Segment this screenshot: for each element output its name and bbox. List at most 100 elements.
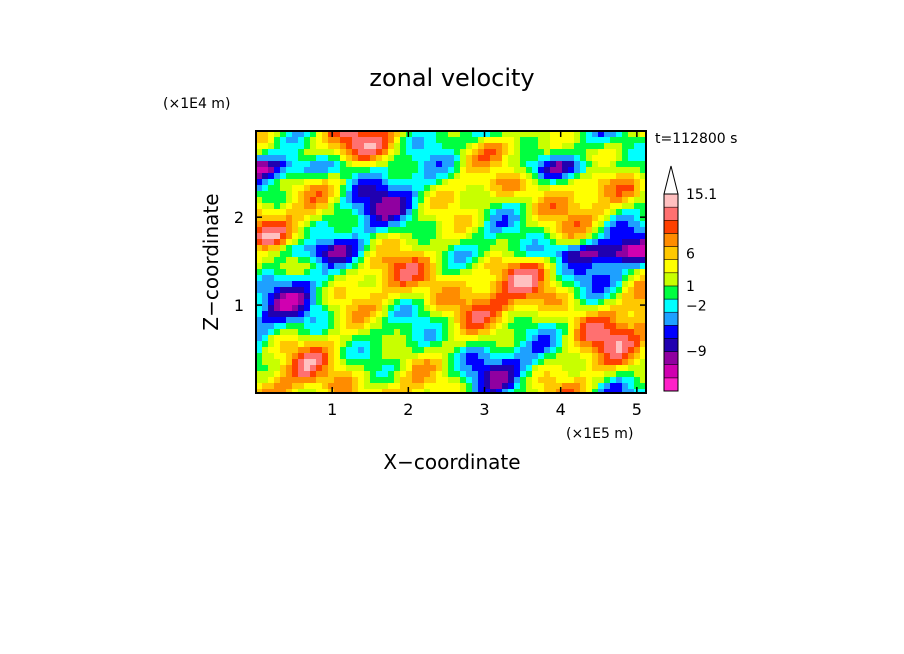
field-cell bbox=[544, 317, 551, 324]
field-cell bbox=[406, 275, 413, 282]
field-cell bbox=[610, 347, 617, 354]
field-cell bbox=[418, 305, 425, 312]
field-cell bbox=[610, 359, 617, 366]
field-cell bbox=[634, 287, 641, 294]
field-cell bbox=[556, 299, 563, 306]
field-cell bbox=[454, 293, 461, 300]
field-cell bbox=[568, 353, 575, 360]
field-cell bbox=[580, 371, 587, 378]
field-cell bbox=[322, 329, 329, 336]
field-cell bbox=[430, 185, 437, 192]
field-cell bbox=[388, 245, 395, 252]
field-cell bbox=[424, 275, 431, 282]
field-cell bbox=[430, 251, 437, 258]
field-cell bbox=[436, 149, 443, 156]
field-cell bbox=[592, 323, 599, 330]
field-cell bbox=[472, 269, 479, 276]
field-cell bbox=[430, 353, 437, 360]
field-cell bbox=[316, 137, 323, 144]
field-cell bbox=[472, 221, 479, 228]
field-cell bbox=[424, 149, 431, 156]
field-cell bbox=[598, 161, 605, 168]
field-cell bbox=[382, 347, 389, 354]
field-cell bbox=[466, 377, 473, 384]
field-cell bbox=[346, 161, 353, 168]
field-cell bbox=[568, 359, 575, 366]
field-cell bbox=[406, 389, 413, 393]
field-cell bbox=[592, 131, 599, 138]
field-cell bbox=[406, 287, 413, 294]
field-cell bbox=[430, 131, 437, 138]
field-cell bbox=[490, 191, 497, 198]
field-cell bbox=[448, 383, 455, 390]
field-cell bbox=[442, 221, 449, 228]
field-cell bbox=[304, 167, 311, 174]
field-cell bbox=[436, 335, 443, 342]
field-cell bbox=[412, 281, 419, 288]
field-cell bbox=[262, 233, 269, 240]
field-cell bbox=[292, 377, 299, 384]
field-cell bbox=[364, 377, 371, 384]
field-cell bbox=[472, 227, 479, 234]
field-cell bbox=[394, 245, 401, 252]
field-cell bbox=[256, 353, 263, 360]
field-cell bbox=[472, 263, 479, 270]
field-cell bbox=[340, 203, 347, 210]
field-cell bbox=[274, 311, 281, 318]
field-cell bbox=[520, 233, 527, 240]
field-cell bbox=[436, 227, 443, 234]
field-cell bbox=[370, 161, 377, 168]
field-cell bbox=[520, 221, 527, 228]
field-cell bbox=[376, 173, 383, 180]
field-cell bbox=[448, 305, 455, 312]
field-cell bbox=[466, 287, 473, 294]
field-cell bbox=[370, 221, 377, 228]
field-cell bbox=[412, 221, 419, 228]
field-cell bbox=[466, 185, 473, 192]
field-cell bbox=[634, 215, 641, 222]
field-cell bbox=[592, 371, 599, 378]
field-cell bbox=[460, 131, 467, 138]
field-cell bbox=[532, 155, 539, 162]
field-cell bbox=[490, 221, 497, 228]
field-cell bbox=[274, 299, 281, 306]
field-cell bbox=[418, 185, 425, 192]
field-cell bbox=[562, 191, 569, 198]
field-cell bbox=[376, 245, 383, 252]
field-cell bbox=[274, 203, 281, 210]
field-cell bbox=[406, 239, 413, 246]
field-cell bbox=[454, 137, 461, 144]
field-cell bbox=[454, 239, 461, 246]
field-cell bbox=[328, 353, 335, 360]
field-cell bbox=[274, 287, 281, 294]
field-cell bbox=[472, 173, 479, 180]
field-cell bbox=[514, 203, 521, 210]
field-cell bbox=[514, 251, 521, 258]
field-cell bbox=[358, 377, 365, 384]
field-cell bbox=[616, 359, 623, 366]
field-cell bbox=[466, 359, 473, 366]
field-cell bbox=[286, 317, 293, 324]
field-cell bbox=[370, 203, 377, 210]
field-cell bbox=[562, 329, 569, 336]
field-cell bbox=[280, 347, 287, 354]
field-cell bbox=[316, 323, 323, 330]
field-cell bbox=[322, 257, 329, 264]
field-cell bbox=[394, 131, 401, 138]
field-cell bbox=[514, 263, 521, 270]
field-cell bbox=[604, 245, 611, 252]
field-cell bbox=[382, 293, 389, 300]
field-cell bbox=[418, 143, 425, 150]
field-cell bbox=[640, 359, 646, 366]
field-cell bbox=[478, 245, 485, 252]
field-cell bbox=[292, 131, 299, 138]
field-cell bbox=[310, 251, 317, 258]
field-cell bbox=[358, 353, 365, 360]
field-cell bbox=[598, 269, 605, 276]
field-cell bbox=[550, 299, 557, 306]
field-cell bbox=[478, 131, 485, 138]
field-cell bbox=[448, 329, 455, 336]
field-cell bbox=[526, 173, 533, 180]
field-cell bbox=[454, 191, 461, 198]
field-cell bbox=[304, 203, 311, 210]
